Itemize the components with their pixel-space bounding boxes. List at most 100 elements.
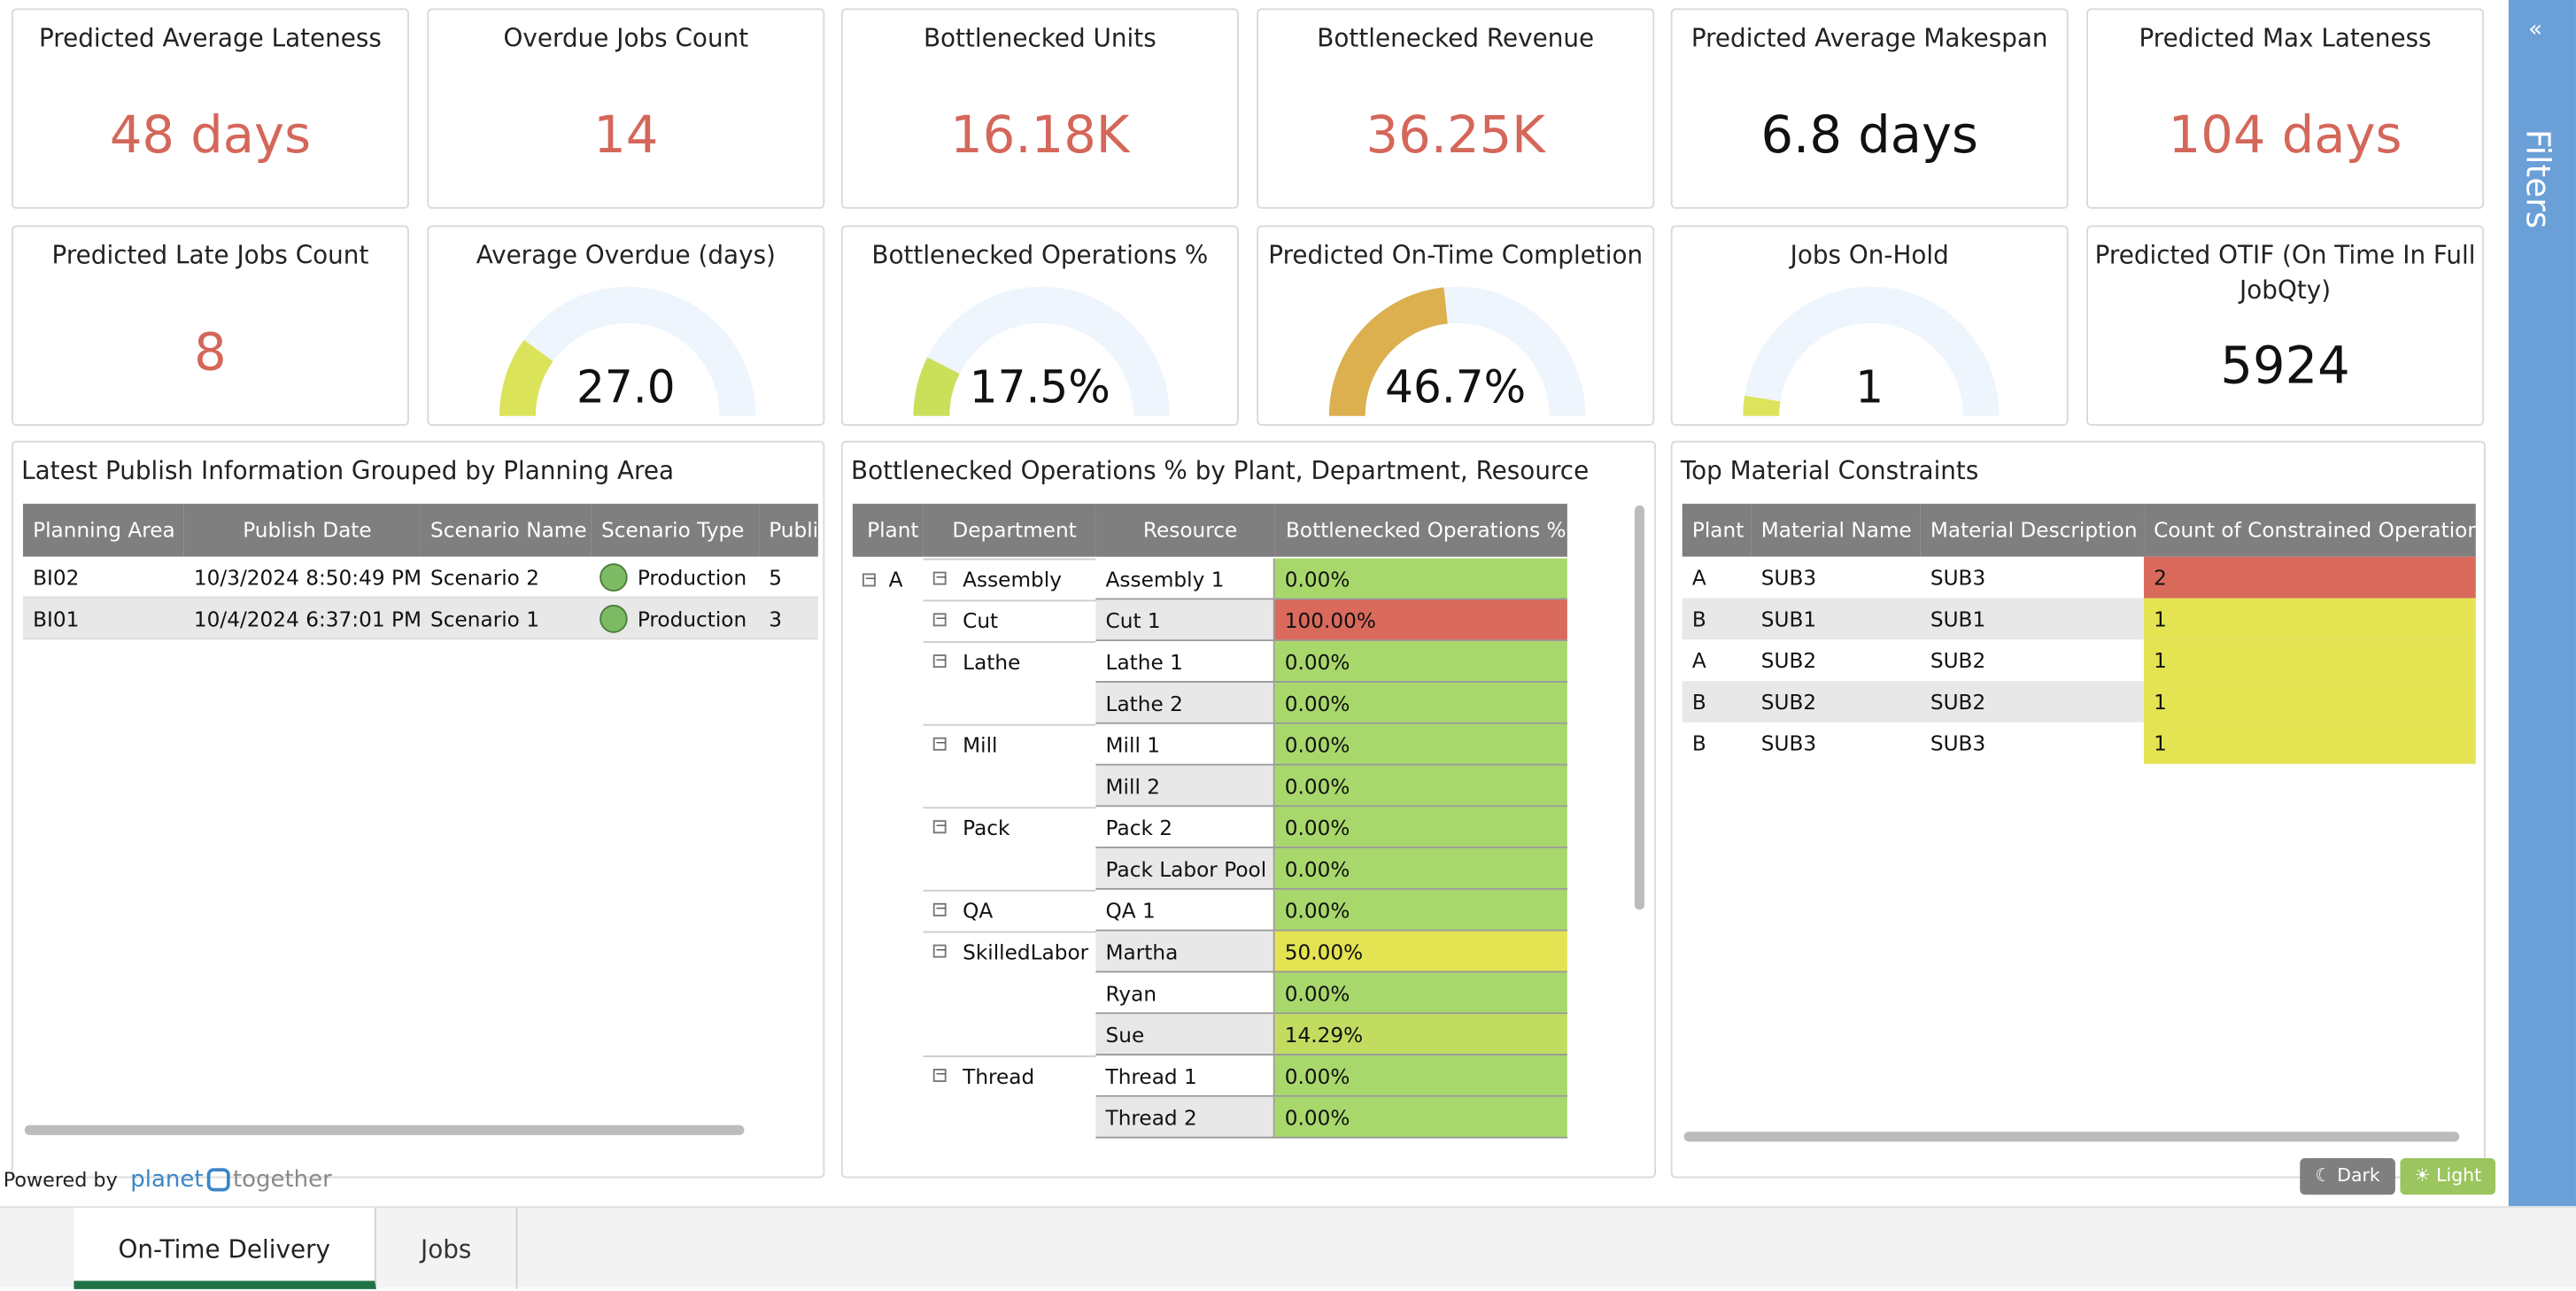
dept-divider (923, 641, 1096, 644)
table-cell: Production (637, 565, 747, 591)
kpi-value: 104 days (2168, 105, 2402, 166)
resource-cell: Mill 1 (1095, 723, 1275, 766)
column-header[interactable]: Material Description (1920, 503, 2145, 557)
expand-icon: − (932, 611, 948, 629)
expand-icon: − (932, 569, 948, 587)
powered-label: Powered by (3, 1168, 118, 1192)
publish-panel: Latest Publish Information Grouped by Pl… (11, 440, 825, 1179)
column-header[interactable]: Plant (1682, 503, 1752, 557)
status-dot (600, 563, 628, 592)
kpi-title: Jobs On-Hold (1790, 240, 1949, 271)
resource-cell: QA 1 (1095, 889, 1275, 932)
table-cell: Scenario 1 (430, 606, 540, 631)
kpi-value: 8 (194, 322, 227, 383)
kpi-value: 48 days (109, 105, 312, 166)
table-cell: 1 (2144, 681, 2476, 723)
bottleneck-panel: Bottlenecked Operations % by Plant, Depa… (840, 440, 1657, 1179)
column-header[interactable]: Publi (759, 503, 818, 557)
column-header[interactable]: Scenario Type (591, 503, 760, 557)
table-cell: B (1691, 606, 1706, 631)
column-header[interactable]: Count of Constrained Operation (2144, 503, 2476, 557)
kpi-card: Bottlenecked Operations % 17.5% (840, 225, 1239, 426)
table-cell: SUB2 (1760, 689, 1817, 715)
resource-cell: Lathe 1 (1095, 641, 1275, 683)
table-cell: SUB1 (1930, 606, 1986, 631)
gauge-arc (1328, 287, 1448, 416)
kpi-card: Bottlenecked Units 16.18K (840, 8, 1239, 209)
kpi-title: Bottlenecked Operations % (871, 240, 1209, 271)
kpi-card: Predicted Max Lateness 104 days (2086, 8, 2485, 209)
kpi-card: Predicted Average Lateness 48 days (11, 8, 409, 209)
brand: together (232, 1166, 332, 1194)
kpi-card: Predicted Average Makespan 6.8 days (1670, 8, 2069, 209)
value-cell: 50.00% (1274, 931, 1567, 973)
column-header[interactable]: Scenario Name (420, 503, 592, 557)
row-bg (1682, 639, 2145, 682)
kpi-value: 36.25K (1365, 105, 1545, 166)
gauge-arc (913, 357, 960, 416)
panel-title: Latest Publish Information Grouped by Pl… (21, 455, 675, 486)
table-cell: SUB3 (1930, 565, 1986, 591)
column-header[interactable]: Bottlenecked Operations % (1274, 503, 1567, 557)
row-bg (1682, 722, 2145, 764)
light-label: Light (2436, 1164, 2482, 1187)
column-header[interactable]: Resource (1095, 503, 1275, 557)
scrollbar (1683, 1132, 2460, 1142)
resource-cell: Cut 1 (1095, 599, 1275, 642)
kpi-value: 6.8 days (1760, 105, 1978, 166)
kpi-card: Predicted Late Jobs Count 8 (11, 225, 409, 426)
kpi-card: Jobs On-Hold 1 (1670, 225, 2069, 426)
resource-cell: Pack 2 (1095, 807, 1275, 849)
gauge (499, 286, 756, 416)
tab-bar: On-Time Delivery Jobs (0, 1206, 2576, 1289)
brand-logo (206, 1168, 230, 1192)
kpi-card: Bottlenecked Revenue 36.25K (1257, 8, 1655, 209)
column-header[interactable]: Material Name (1751, 503, 1921, 557)
dept-divider (923, 723, 1096, 726)
resource-cell: Thread 2 (1095, 1096, 1275, 1139)
value-cell: 0.00% (1274, 1096, 1567, 1139)
value-cell: 0.00% (1274, 848, 1567, 890)
row-bg (22, 556, 818, 599)
table-cell: SUB2 (1930, 689, 1986, 715)
column-header[interactable]: Publish Date (183, 503, 421, 557)
value-cell: 0.00% (1274, 682, 1567, 724)
kpi-card: Average Overdue (days) 27.0 (427, 225, 825, 426)
department-label: Thread (963, 1063, 1035, 1089)
table-cell: SUB2 (1760, 647, 1817, 673)
kpi-title: Bottlenecked Units (923, 23, 1156, 53)
kpi-value: 46.7% (1385, 362, 1527, 414)
table-cell: Scenario 2 (430, 565, 540, 591)
brand: planet (130, 1166, 204, 1194)
table-cell: SUB3 (1930, 731, 1986, 756)
dept-divider (923, 807, 1096, 809)
collapse-icon[interactable]: « (2528, 16, 2543, 43)
column-header[interactable]: Plant (852, 503, 924, 557)
table-cell: BI01 (33, 606, 80, 631)
department-label: Lathe (963, 649, 1021, 675)
scrollbar (1634, 505, 1645, 910)
dark-button[interactable]: ☾ Dark (2300, 1158, 2395, 1195)
row-bg (1682, 681, 2145, 723)
table-cell: 10/3/2024 8:50:49 PM (193, 565, 421, 591)
value-cell: 0.00% (1274, 641, 1567, 683)
resource-cell: Ryan (1095, 972, 1275, 1015)
kpi-title: Predicted OTIF (On Time In Full JobQty) (2094, 240, 2476, 305)
tab[interactable]: Jobs (376, 1208, 518, 1289)
tab[interactable]: On-Time Delivery (73, 1208, 376, 1289)
value-cell: 14.29% (1274, 1014, 1567, 1056)
filters-pane[interactable]: « Filters (2508, 0, 2576, 1207)
light-button[interactable]: ☀ Light (2400, 1158, 2496, 1195)
expand-icon: − (932, 735, 948, 753)
dept-divider (923, 889, 1096, 892)
column-header[interactable]: Department (923, 503, 1096, 557)
table-cell: SUB3 (1760, 565, 1817, 591)
gauge (913, 286, 1170, 416)
resource-cell: Sue (1095, 1014, 1275, 1056)
kpi-card: Overdue Jobs Count 14 (427, 8, 825, 209)
dark-label: Dark (2337, 1164, 2380, 1187)
value-cell: 0.00% (1274, 723, 1567, 766)
column-header[interactable]: Planning Area (22, 503, 184, 557)
